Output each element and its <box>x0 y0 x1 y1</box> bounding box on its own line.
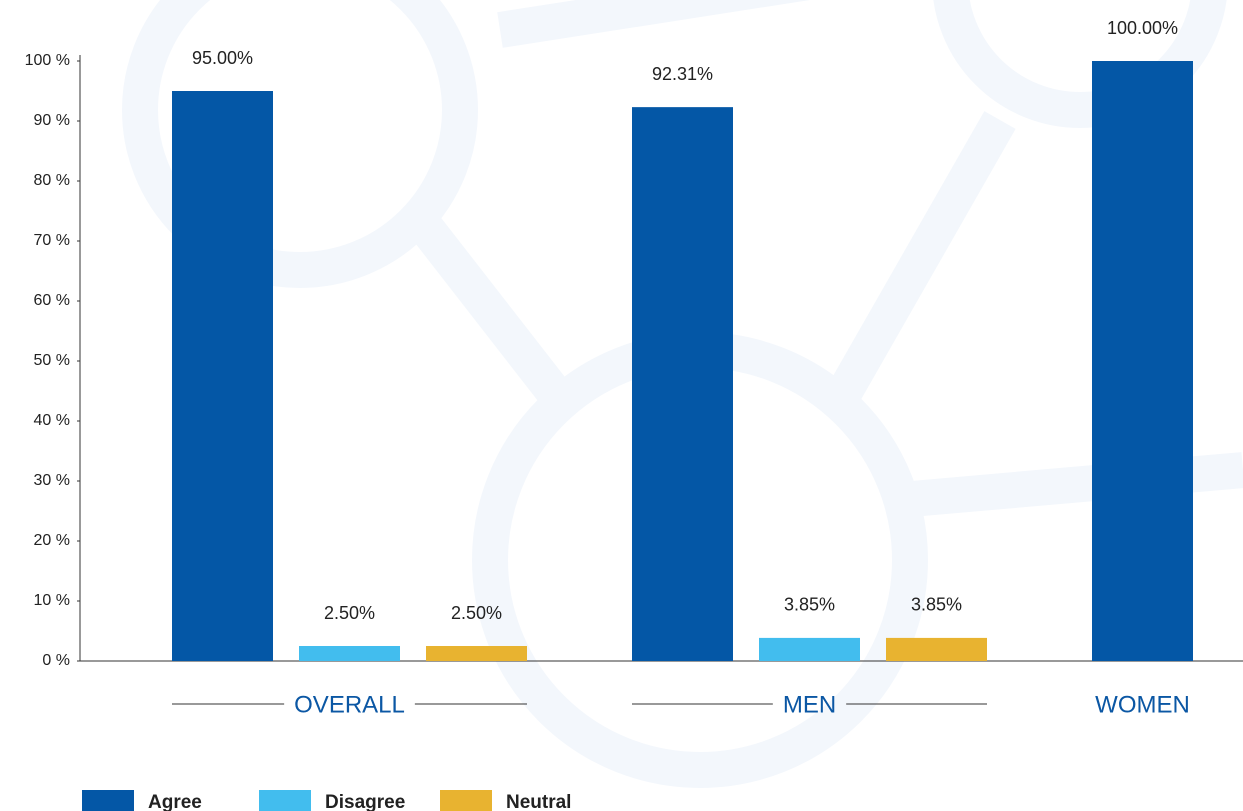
category-label: MEN <box>783 691 836 718</box>
bar <box>172 91 273 661</box>
bar <box>299 646 400 661</box>
legend-label: Neutral <box>506 792 571 811</box>
value-label: 2.50% <box>451 603 502 623</box>
y-tick-label: 50 % <box>34 352 70 369</box>
category-label: OVERALL <box>294 691 405 718</box>
y-tick-label: 90 % <box>34 112 70 129</box>
y-tick-label: 100 % <box>25 52 70 69</box>
category-label: WOMEN <box>1095 691 1190 718</box>
bar <box>759 637 860 661</box>
background-pattern <box>122 0 1243 788</box>
value-label: 2.50% <box>324 603 375 623</box>
bar <box>886 637 987 661</box>
y-tick-label: 70 % <box>34 232 70 249</box>
y-tick-label: 10 % <box>34 592 70 609</box>
y-tick-label: 40 % <box>34 412 70 429</box>
y-tick-label: 0 % <box>42 652 70 669</box>
value-label: 3.85% <box>784 595 835 615</box>
legend-label: Disagree <box>325 792 405 811</box>
bar <box>632 107 733 661</box>
bar <box>426 646 527 661</box>
y-tick-label: 60 % <box>34 292 70 309</box>
value-label: 95.00% <box>192 48 253 68</box>
value-label: 100.00% <box>1107 18 1178 38</box>
y-tick-label: 30 % <box>34 472 70 489</box>
bar <box>1092 61 1193 661</box>
y-tick-label: 20 % <box>34 532 70 549</box>
legend-swatch <box>440 790 492 811</box>
y-tick-label: 80 % <box>34 172 70 189</box>
legend-swatch <box>259 790 311 811</box>
value-label: 92.31% <box>652 64 713 84</box>
value-label: 3.85% <box>911 595 962 615</box>
legend-label: Agree <box>148 792 202 811</box>
legend-swatch <box>82 790 134 811</box>
